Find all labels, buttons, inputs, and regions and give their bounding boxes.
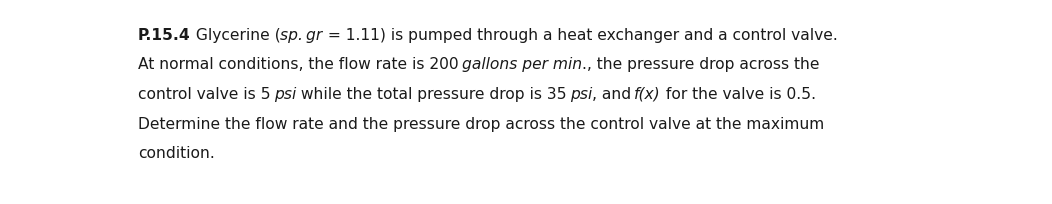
Text: ., the pressure drop across the: ., the pressure drop across the (582, 58, 820, 72)
Text: , and: , and (592, 87, 634, 102)
Text: while the total pressure drop is 35: while the total pressure drop is 35 (296, 87, 570, 102)
Text: psi: psi (274, 87, 296, 102)
Text: control valve is 5: control valve is 5 (138, 87, 274, 102)
Text: gallons per min: gallons per min (462, 58, 582, 72)
Text: = 1.11) is pumped through a heat exchanger and a control valve.: = 1.11) is pumped through a heat exchang… (323, 28, 837, 43)
Text: P.15.4: P.15.4 (138, 28, 190, 43)
Text: sp. gr: sp. gr (281, 28, 323, 43)
Text: Determine the flow rate and the pressure drop across the control valve at the ma: Determine the flow rate and the pressure… (138, 116, 825, 132)
Text: f(x): f(x) (634, 87, 661, 102)
Text: psi: psi (570, 87, 592, 102)
Text: for the valve is 0.5.: for the valve is 0.5. (661, 87, 816, 102)
Text: At normal conditions, the flow rate is 200: At normal conditions, the flow rate is 2… (138, 58, 462, 72)
Text: Glycerine (: Glycerine ( (190, 28, 281, 43)
Text: condition.: condition. (138, 146, 215, 161)
